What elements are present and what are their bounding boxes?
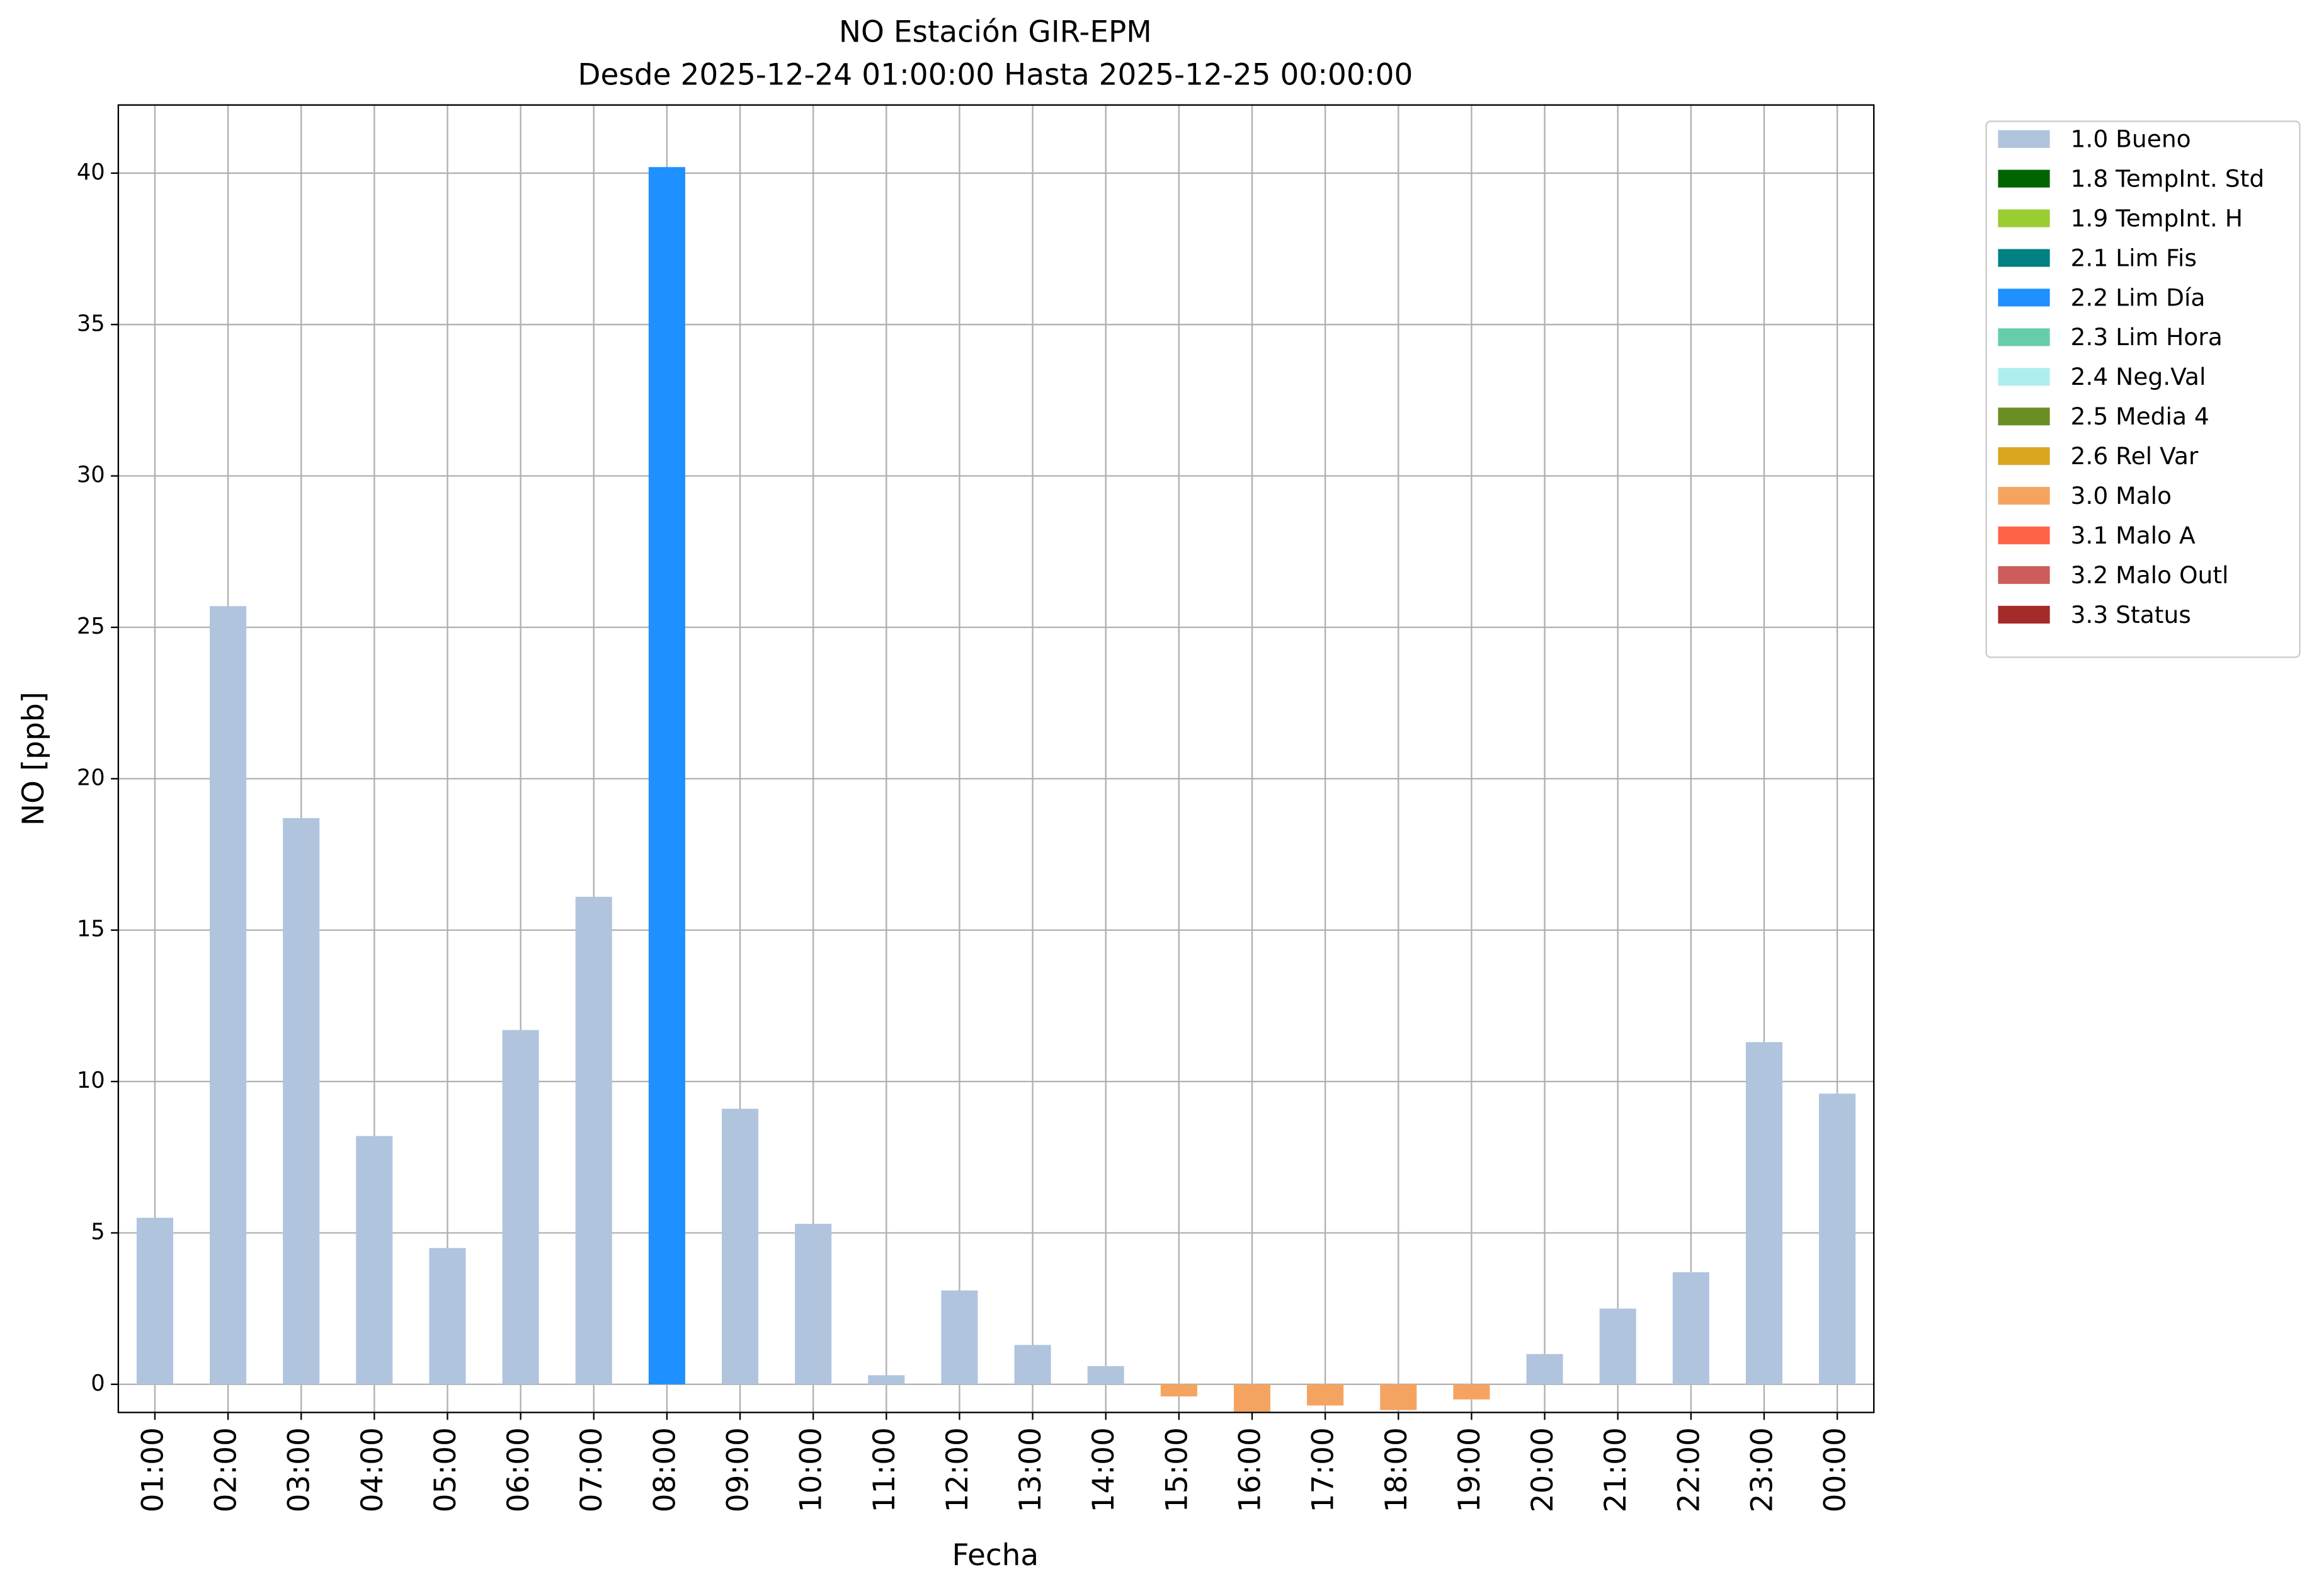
legend-swatch: [1998, 209, 2050, 227]
legend-label: 3.1 Malo A: [2071, 522, 2196, 549]
legend-label: 3.3 Status: [2071, 601, 2191, 629]
legend-label: 2.5 Media 4: [2071, 402, 2209, 430]
y-tick-label: 40: [77, 159, 105, 185]
x-tick-label: 10:00: [794, 1427, 829, 1512]
legend-label: 3.2 Malo Outl: [2071, 561, 2229, 589]
legend-swatch: [1998, 169, 2050, 188]
bar: [1599, 1308, 1636, 1384]
x-tick-label: 19:00: [1452, 1427, 1487, 1512]
y-tick-label: 25: [77, 613, 105, 639]
x-axis-label: Fecha: [952, 1538, 1039, 1573]
bar: [1380, 1384, 1417, 1410]
y-axis-label: NO [ppb]: [16, 692, 51, 826]
legend-swatch: [1998, 447, 2050, 465]
legend-label: 1.9 TempInt. H: [2071, 204, 2243, 232]
x-tick-label: 00:00: [1818, 1427, 1853, 1512]
x-tick-label: 14:00: [1086, 1427, 1121, 1512]
bar: [1307, 1384, 1344, 1406]
legend-label: 3.0 Malo: [2071, 482, 2172, 510]
x-tick-label: 13:00: [1013, 1427, 1048, 1512]
legend-label: 2.6 Rel Var: [2071, 442, 2199, 470]
legend-swatch: [1998, 130, 2050, 148]
legend-swatch: [1998, 288, 2050, 307]
x-tick-label: 15:00: [1160, 1427, 1194, 1512]
x-tick-label: 16:00: [1233, 1427, 1268, 1512]
bar: [941, 1290, 978, 1384]
legend-label: 2.1 Lim Fis: [2071, 244, 2197, 271]
bar: [648, 167, 685, 1384]
bars: [136, 167, 1856, 1412]
y-tick-label: 10: [77, 1068, 105, 1093]
y-tick-label: 5: [91, 1219, 105, 1245]
legend-swatch: [1998, 328, 2050, 346]
plot-frame: [117, 104, 1875, 1413]
legend-swatch: [1998, 408, 2050, 426]
bar: [1672, 1272, 1709, 1384]
x-tick-label: 18:00: [1379, 1427, 1414, 1512]
x-tick-label: 07:00: [574, 1427, 609, 1512]
y-tick-label: 20: [77, 765, 105, 790]
bar: [868, 1375, 905, 1384]
legend-label: 2.2 Lim Día: [2071, 283, 2206, 311]
y-tick-label: 30: [77, 462, 105, 488]
chart-title: NO Estación GIR-EPM: [839, 15, 1152, 50]
bar: [283, 818, 320, 1384]
x-tick-label: 03:00: [282, 1427, 317, 1512]
x-tick-label: 09:00: [721, 1427, 756, 1512]
bar: [210, 606, 247, 1384]
bar: [429, 1248, 466, 1384]
bar: [1233, 1384, 1271, 1412]
bar: [1819, 1093, 1856, 1384]
bar: [1526, 1354, 1563, 1384]
legend-box: [1985, 120, 2301, 658]
x-tick-label: 08:00: [647, 1427, 682, 1512]
y-tick-label: 35: [77, 311, 105, 336]
x-tick-label: 02:00: [209, 1427, 244, 1512]
x-tick-label: 11:00: [867, 1427, 902, 1512]
bar: [502, 1030, 539, 1384]
legend-swatch: [1998, 249, 2050, 267]
legend-swatch: [1998, 526, 2050, 545]
y-tick-label: 15: [77, 916, 105, 942]
legend-swatch: [1998, 566, 2050, 584]
legend-label: 2.3 Lim Hora: [2071, 323, 2223, 351]
chart-subtitle: Desde 2025-12-24 01:00:00 Hasta 2025-12-…: [578, 58, 1413, 93]
bar: [575, 896, 612, 1384]
legend-label: 1.8 TempInt. Std: [2071, 165, 2265, 193]
bar: [1453, 1384, 1490, 1399]
y-tick-label: 0: [91, 1371, 105, 1396]
bar: [1087, 1366, 1124, 1384]
x-tick-label: 12:00: [940, 1427, 975, 1512]
bar: [795, 1224, 832, 1384]
bar: [136, 1217, 173, 1384]
x-tick-label: 06:00: [501, 1427, 536, 1512]
x-tick-label: 05:00: [428, 1427, 463, 1512]
x-tick-label: 04:00: [355, 1427, 390, 1512]
legend-swatch: [1998, 605, 2050, 624]
bar: [1745, 1042, 1783, 1384]
x-tick-label: 22:00: [1672, 1427, 1706, 1512]
legend-label: 2.4 Neg.Val: [2071, 363, 2206, 390]
bar: [1160, 1384, 1197, 1397]
x-tick-label: 20:00: [1525, 1427, 1560, 1512]
legend-label: 1.0 Bueno: [2071, 125, 2191, 153]
legend-swatch: [1998, 487, 2050, 505]
bar: [722, 1109, 759, 1384]
x-tick-label: 23:00: [1745, 1427, 1779, 1512]
legend-swatch: [1998, 368, 2050, 386]
grid: [118, 105, 1874, 1413]
bar: [356, 1136, 393, 1384]
x-tick-label: 01:00: [135, 1427, 170, 1512]
bar: [1014, 1345, 1051, 1384]
x-tick-label: 17:00: [1306, 1427, 1341, 1512]
x-tick-label: 21:00: [1598, 1427, 1633, 1512]
